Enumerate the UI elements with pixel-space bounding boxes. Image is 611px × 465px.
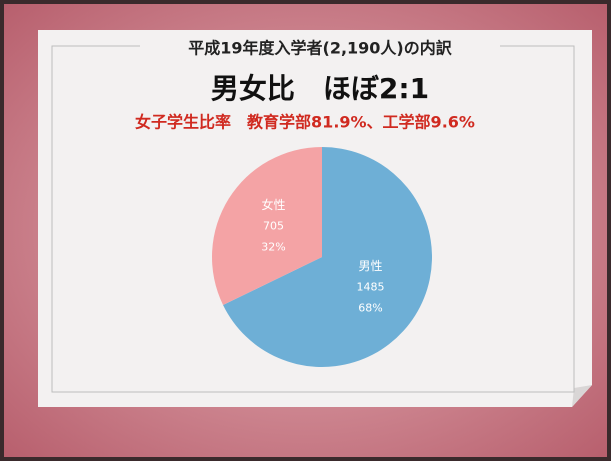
- pie: 男性 1485 68% 女性 705 32%: [211, 147, 432, 367]
- pie-slice: [223, 147, 432, 367]
- paper-curl: [572, 385, 592, 407]
- chart-subtitle: 男女比 ほぼ2:1: [211, 72, 429, 105]
- slice-percent: 32%: [261, 241, 285, 254]
- title-backdrop: [140, 36, 500, 60]
- pie-slice: [211, 147, 322, 306]
- annotation: 女子学生比率 教育学部81.9%、工学部9.6%: [135, 113, 475, 132]
- slice-percent: 68%: [358, 301, 382, 314]
- slice-value: 1485: [356, 280, 384, 293]
- slice-value: 705: [263, 220, 284, 233]
- chart-title: 平成19年度入学者(2,190人)の内訳: [188, 39, 453, 58]
- slice-label: 女性: [262, 197, 286, 212]
- slice-label: 男性: [358, 259, 382, 273]
